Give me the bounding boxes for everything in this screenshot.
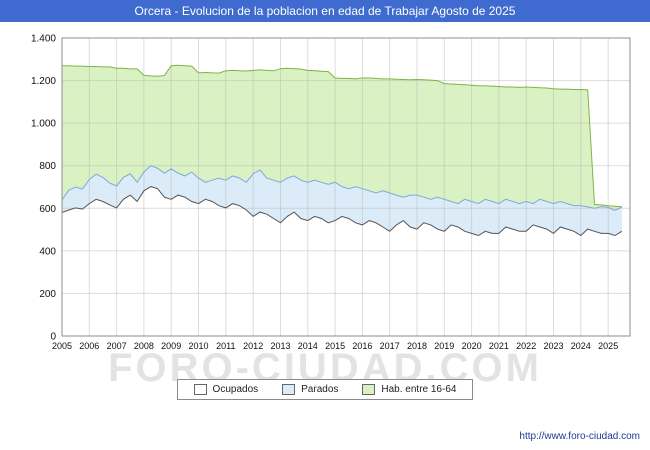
y-tick-label: 800	[39, 161, 56, 172]
footer-url[interactable]: http://www.foro-ciudad.com	[519, 431, 640, 442]
line-hab-entre-16-64	[62, 64, 622, 208]
legend-label-parados: Parados	[301, 384, 339, 395]
chart: 0 200 400 600 800 1.000 1.200 1.400 2005 2006 2007…	[31, 34, 631, 351]
y-tick-label: 1.000	[31, 119, 56, 130]
y-tick-label: 600	[39, 204, 56, 215]
chart-title: Orcera - Evolucion de la poblacion en ed…	[134, 4, 516, 18]
x-tick-label: 2011	[216, 341, 235, 351]
legend-item-parados: Parados	[282, 384, 338, 395]
x-tick-label: 2021	[489, 341, 509, 351]
x-tick-label: 2024	[571, 341, 591, 351]
legend: Ocupados Parados Hab. entre 16-64	[176, 379, 474, 400]
line-parados	[61, 165, 623, 211]
x-tick-label: 2025	[598, 341, 618, 351]
area-ocupados	[62, 186, 622, 336]
title-bar: Orcera - Evolucion de la poblacion en ed…	[0, 0, 650, 22]
x-tick-label: 2010	[188, 341, 208, 351]
x-tick-label: 2015	[325, 341, 345, 351]
x-tick-label: 2017	[380, 341, 400, 351]
y-tick-label: 1.400	[31, 34, 56, 45]
y-tick-label: 1.200	[31, 76, 56, 87]
x-tick-label: 2006	[79, 341, 99, 351]
y-tick-label: 400	[39, 246, 56, 257]
x-tick-label: 2005	[52, 341, 72, 351]
legend-swatch-parados	[282, 384, 296, 395]
legend-row: Ocupados Parados Hab. entre 16-64	[0, 379, 650, 400]
x-tick-label: 2018	[407, 341, 427, 351]
x-tick-label: 2008	[134, 341, 154, 351]
legend-label-hab-entre-16-64: Hab. entre 16-64	[381, 384, 457, 395]
x-tick-label: 2007	[107, 341, 127, 351]
x-tick-label: 2019	[434, 341, 454, 351]
legend-swatch-ocupados	[193, 384, 207, 395]
x-tick-label: 2016	[352, 341, 372, 351]
x-tick-label: 2013	[270, 341, 290, 351]
y-tick-label: 0	[50, 332, 56, 343]
legend-item-hab-entre-16-64: Hab. entre 16-64	[362, 384, 456, 395]
legend-label-ocupados: Ocupados	[212, 384, 259, 395]
y-tick-label: 200	[39, 289, 56, 300]
legend-swatch-hab-entre-16-64	[362, 384, 376, 395]
x-tick-label: 2023	[543, 341, 563, 351]
line-ocupados	[61, 186, 623, 237]
plot-border	[61, 37, 631, 337]
x-tick-label: 2022	[516, 341, 536, 351]
x-tick-label: 2012	[243, 341, 263, 351]
x-tick-label: 2020	[462, 341, 482, 351]
legend-item-ocupados: Ocupados	[193, 384, 259, 395]
x-tick-label: 2014	[298, 341, 318, 351]
x-tick-label: 2009	[161, 341, 181, 351]
